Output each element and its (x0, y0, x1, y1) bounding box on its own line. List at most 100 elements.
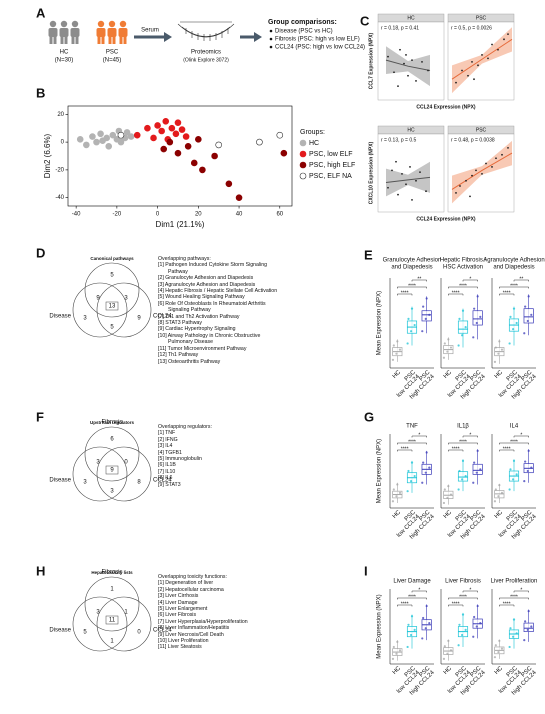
point (461, 478, 464, 481)
box (457, 320, 469, 334)
significance-bracket (448, 597, 478, 600)
significance-label: **** (510, 439, 518, 445)
point (498, 484, 501, 487)
panel-letter: A (36, 5, 46, 20)
venn-set-label: CCL24 (153, 314, 172, 320)
category-label: HC (493, 509, 504, 520)
x-tick-label: 0 (156, 212, 160, 218)
significance-bracket (513, 279, 529, 282)
list-item: [8] Liver Inflammation/Hepatitis (158, 625, 230, 632)
arrow-head (254, 32, 262, 42)
significance-label: **** (510, 283, 518, 289)
point (526, 319, 529, 323)
x-axis-label: CCL24 Expression (NPX) (416, 104, 476, 110)
venn-count: 3 (124, 296, 128, 302)
list-item: [7] Liver Hyperplasia/Hyperproliferation (158, 618, 248, 625)
point (500, 348, 504, 351)
point (458, 469, 461, 473)
point (476, 295, 479, 298)
point (387, 186, 389, 189)
point (471, 60, 473, 63)
point (442, 501, 446, 505)
point (398, 348, 402, 351)
confidence-band (386, 161, 430, 197)
point (425, 604, 428, 608)
point (421, 60, 423, 63)
fit-line (385, 176, 431, 184)
bullet (269, 37, 273, 41)
point (530, 313, 533, 316)
point (391, 358, 395, 361)
point (103, 134, 110, 142)
venn-count: 1 (110, 639, 114, 645)
point (422, 461, 425, 464)
psc-people (96, 20, 128, 44)
point (392, 488, 395, 491)
facet-label: PSC (476, 127, 487, 133)
point (512, 478, 515, 481)
point (507, 33, 509, 36)
correlation-annotation: r = 0.5, p = 0.0026 (451, 25, 492, 31)
point (494, 346, 497, 349)
list-item: [2] Granulocyte Adhesion and Diapedesis (158, 275, 254, 282)
point (407, 469, 410, 473)
venn-count: 5 (83, 630, 87, 636)
point (527, 610, 530, 613)
significance-label: * (520, 432, 522, 438)
point (455, 192, 457, 194)
y-axis-label: CXCL10 Expression (NPX) (368, 141, 374, 204)
bullet (269, 45, 273, 49)
significance-bracket (397, 442, 427, 445)
venn-circle (84, 262, 140, 318)
significance-label: * (469, 587, 471, 593)
point (465, 179, 467, 182)
point (406, 342, 409, 345)
legend-label: PSC, ELF NA (309, 173, 352, 180)
panel-title: and Diapedesis (493, 265, 534, 271)
panel-letter: E (364, 247, 373, 262)
point (461, 459, 465, 463)
point (415, 179, 417, 182)
category-label-line: HC (391, 665, 402, 676)
point (447, 338, 450, 341)
point (410, 479, 413, 483)
plate-wells (185, 28, 229, 41)
category-label: HC (493, 369, 504, 380)
y-axis-label: Mean Expression (NPX) (377, 439, 383, 503)
list-item: [10] Liver Proliferation (158, 638, 209, 645)
box (523, 308, 534, 324)
point (442, 356, 446, 359)
point (530, 466, 533, 469)
legend-swatch (299, 161, 307, 169)
point (477, 64, 479, 67)
point (396, 340, 399, 343)
point (498, 639, 501, 642)
point (458, 623, 461, 626)
point (182, 133, 190, 140)
box (457, 471, 469, 482)
point (508, 488, 511, 491)
x-tick-label: -40 (72, 212, 81, 218)
point (527, 449, 530, 452)
plot-frame (67, 105, 293, 207)
x-tick-label: -20 (113, 212, 122, 218)
point (144, 124, 151, 132)
point (391, 500, 395, 503)
point (524, 460, 527, 463)
list-item: [5] Immunoglobulin (158, 456, 202, 463)
point (472, 481, 475, 484)
category-label-line: HC (442, 665, 453, 676)
point (472, 336, 475, 339)
point (93, 138, 100, 146)
point (395, 652, 398, 655)
point (487, 57, 489, 60)
point (422, 616, 425, 620)
point (393, 71, 395, 74)
point (199, 166, 206, 174)
category-label: HC (442, 369, 453, 380)
panel-letter: H (36, 563, 45, 578)
venn-title: Canonical pathways (90, 256, 134, 261)
point (479, 468, 482, 471)
point (413, 474, 416, 478)
significance-label: **** (401, 446, 409, 452)
